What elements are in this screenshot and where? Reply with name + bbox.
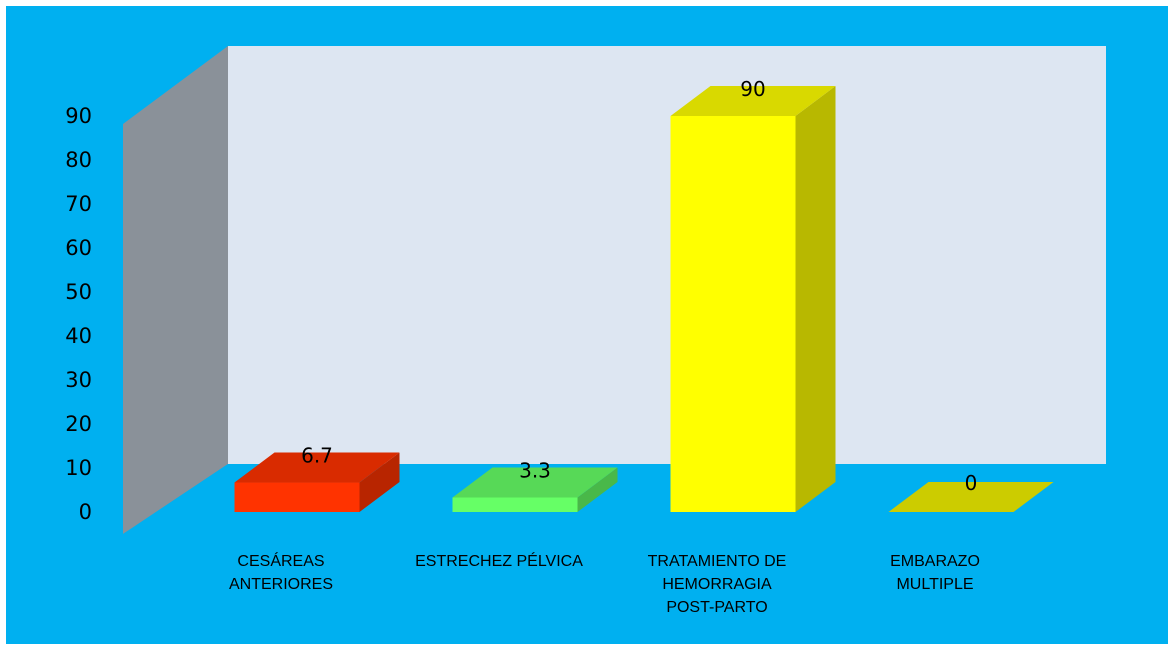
y-tick-label: 10 [65,456,92,480]
bar-top [670,86,836,116]
y-tick-label: 60 [65,236,92,260]
back-wall [228,46,1106,464]
x-tick-label: ESTRECHEZ PÉLVICA [415,551,583,570]
data-label: 6.7 [301,444,333,468]
bar-chart: 0 10 20 30 40 50 60 70 80 90 6.7 3.3 90 0 CESÁREAS AN… [65,46,1106,616]
side-wall [123,46,228,534]
y-tick-label: 0 [79,500,92,524]
bar-front [234,482,360,512]
bar-side [359,452,400,512]
y-tick-label: 40 [65,324,92,348]
y-tick-label: 80 [65,148,92,172]
bar-top [452,467,618,498]
data-label: 0 [965,471,978,495]
data-label: 90 [740,77,765,101]
bar-top [888,482,1054,512]
chart-area: 0 10 20 30 40 50 60 70 80 90 6.7 3.3 90 0 CESÁREAS AN… [6,6,1168,644]
y-tick-label: 50 [65,280,92,304]
bar-front [452,497,578,512]
bar-front [670,116,796,512]
x-axis: CESÁREAS ANTERIORES ESTRECHEZ PÉLVICA TRATA… [229,551,980,616]
bar: 6.7 [234,444,400,512]
y-axis: 0 10 20 30 40 50 60 70 80 90 [65,104,92,524]
bar-side [577,467,618,512]
bar-top [234,452,400,483]
y-tick-label: 90 [65,104,92,128]
y-tick-label: 30 [65,368,92,392]
bar: 90 [670,77,836,512]
bar: 0 [888,471,1054,512]
bar-side [795,86,836,512]
x-tick-label: EMBARAZO MULTIPLE [890,553,980,593]
data-label: 3.3 [519,458,551,482]
x-tick-label: TRATAMIENTO DE HEMORRAGIA POST-PARTO [648,553,787,616]
y-tick-label: 70 [65,192,92,216]
bar: 3.3 [452,458,618,512]
x-tick-label: CESÁREAS ANTERIORES [229,551,333,593]
bars-group: 6.7 3.3 90 0 [234,77,1054,512]
y-tick-label: 20 [65,412,92,436]
